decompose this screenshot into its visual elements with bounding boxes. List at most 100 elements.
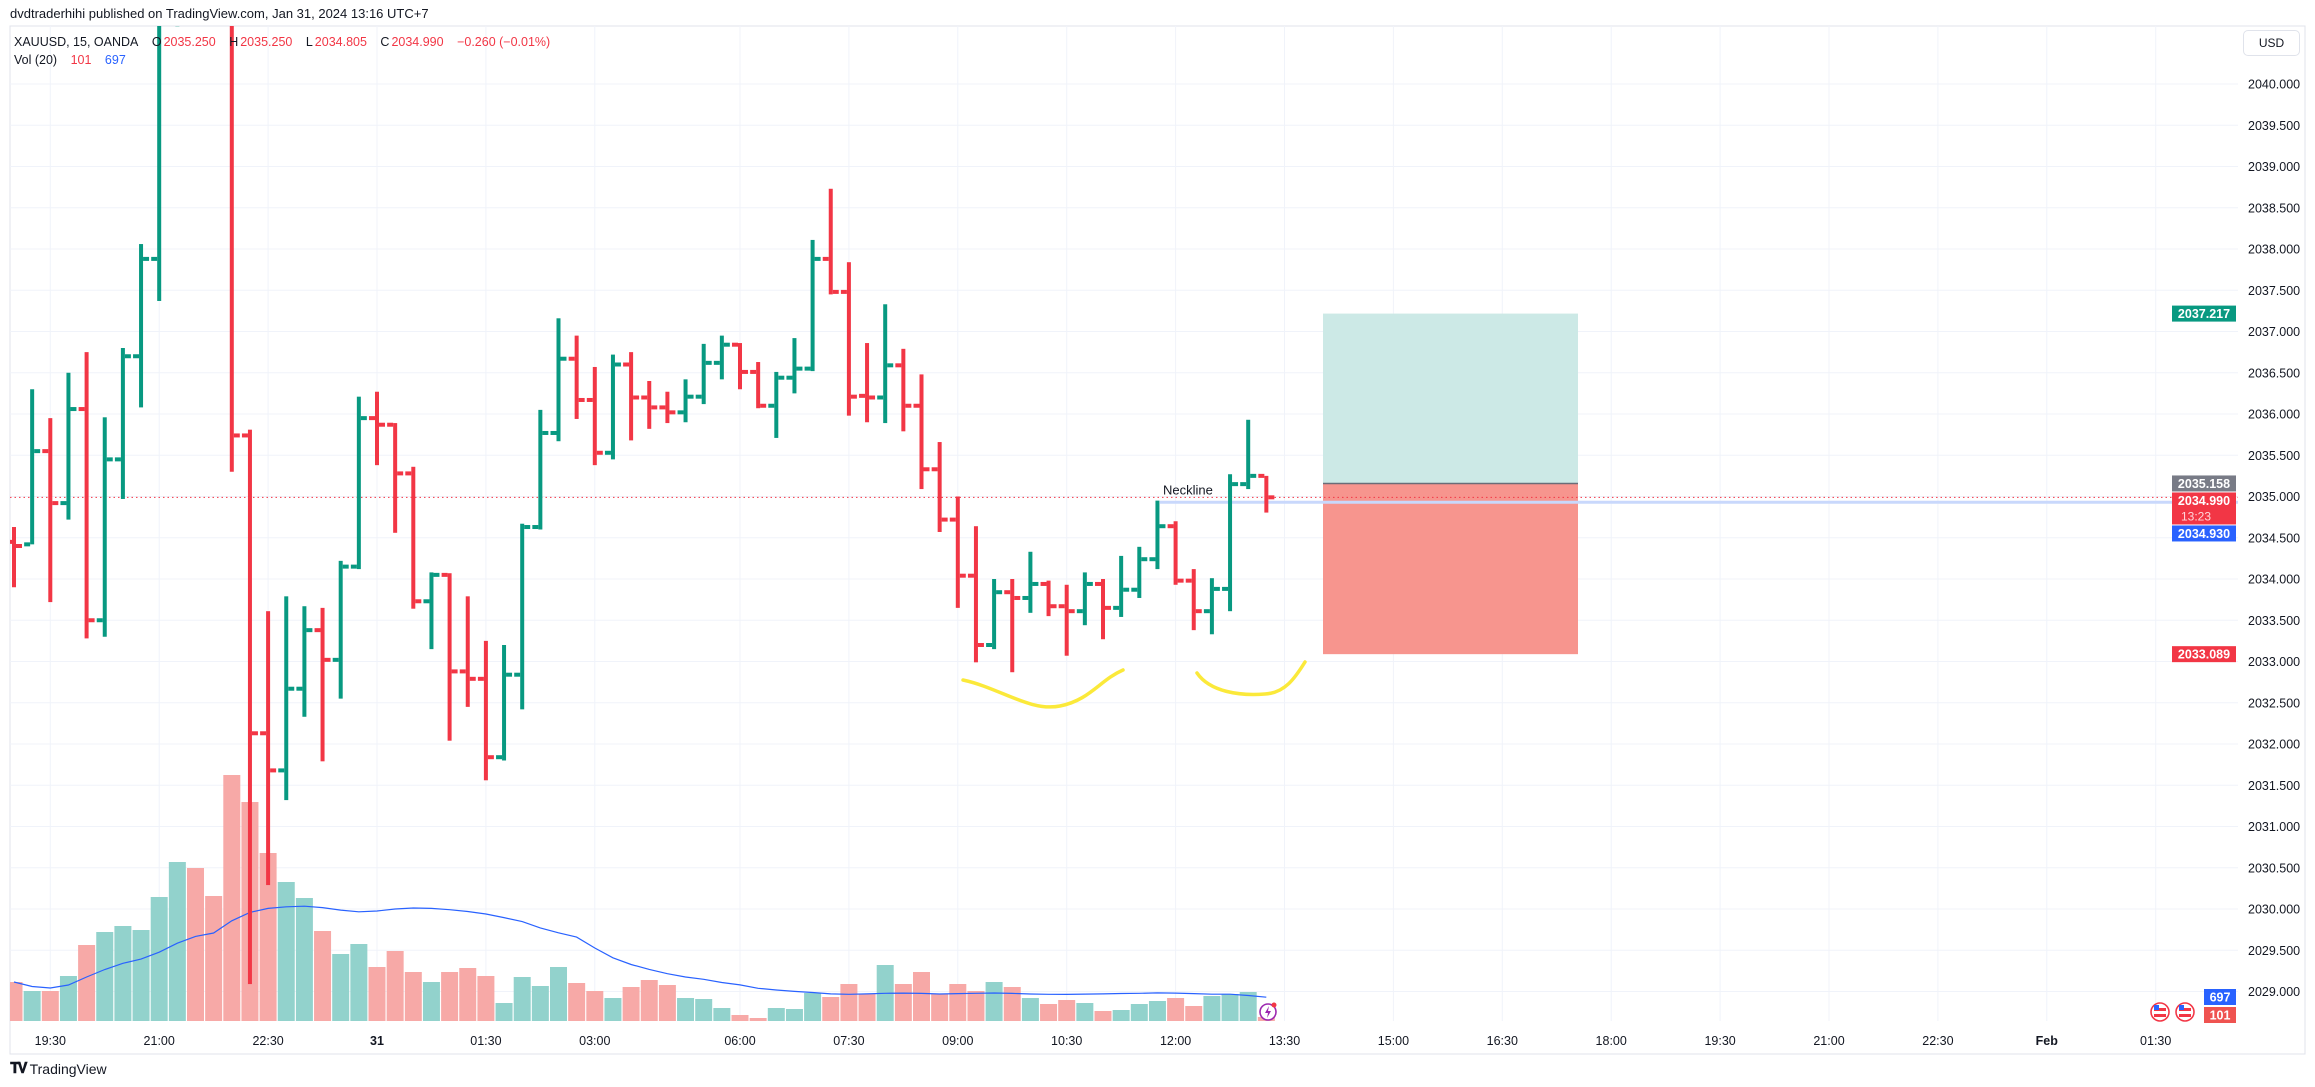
ohlc-bar[interactable]: [1240, 419, 1257, 490]
time-axis[interactable]: 19:30 21:00 22:30 31 01:30 03:00 06:00 07:30 09:…: [35, 1034, 2172, 1048]
ohlc-bar[interactable]: [1149, 500, 1166, 570]
ohlc-bar[interactable]: [350, 396, 367, 570]
ohlc-bar[interactable]: [1167, 521, 1184, 585]
ohlc-bar[interactable]: [859, 343, 876, 423]
ohlc-bar[interactable]: [206, 0, 222, 22]
ohlc-bar[interactable]: [641, 381, 658, 429]
ohlc-bar[interactable]: [459, 596, 476, 707]
tradingview-logo[interactable]: 𝐓𝐕 TradingView: [10, 1060, 107, 1077]
annotation-curve-left-shoulder[interactable]: [961, 668, 1125, 709]
ohlc-bar[interactable]: [169, 0, 185, 27]
ohlc-bar[interactable]: [877, 304, 894, 424]
ohlc-bar[interactable]: [423, 572, 440, 650]
ohlc-bar[interactable]: [496, 645, 513, 761]
ohlc-bar[interactable]: [1004, 579, 1021, 673]
neckline-label[interactable]: Neckline: [1163, 482, 1213, 497]
ohlc-bar[interactable]: [949, 496, 966, 608]
ohlc-bar[interactable]: [604, 354, 621, 460]
ohlc-bar[interactable]: [296, 606, 313, 717]
ohlc-bar[interactable]: [1203, 578, 1220, 635]
ohlc-bar[interactable]: [1095, 579, 1111, 640]
ohlc-bar[interactable]: [314, 607, 331, 762]
ohlc-bar[interactable]: [1040, 580, 1057, 617]
ohlc-bar[interactable]: [768, 371, 785, 438]
us-flag-event-icon[interactable]: [2175, 1002, 2195, 1022]
ohlc-bar[interactable]: [369, 391, 385, 466]
ohlc-bar[interactable]: [260, 611, 277, 886]
ohlc-bar[interactable]: [804, 239, 821, 372]
ohlc-bar[interactable]: [1076, 572, 1093, 626]
volume-bar: [150, 897, 168, 1021]
ohlc-bar[interactable]: [24, 389, 41, 547]
ohlc-bar[interactable]: [931, 442, 948, 532]
ohlc-bar[interactable]: [750, 362, 767, 409]
bar-open-tick: [260, 731, 267, 736]
bar-range: [1228, 474, 1233, 612]
bar-open-tick: [586, 397, 593, 402]
ohlc-bar[interactable]: [822, 188, 839, 295]
ohlc-bar[interactable]: [1258, 473, 1275, 513]
ohlc-bar[interactable]: [986, 579, 1003, 650]
ohlc-bar[interactable]: [278, 596, 295, 801]
us-flag-event-icon[interactable]: [2150, 1002, 2170, 1022]
position-stop-zone[interactable]: [1323, 483, 1578, 655]
ohlc-bar[interactable]: [568, 335, 585, 419]
ohlc-bar[interactable]: [586, 366, 603, 466]
ohlc-bar[interactable]: [659, 391, 676, 424]
volume-bar: [477, 976, 495, 1021]
ohlc-bar[interactable]: [114, 348, 131, 499]
plot-area[interactable]: Neckline: [6, 0, 2239, 1021]
ohlc-bar[interactable]: [1222, 474, 1239, 612]
symbol-label[interactable]: XAUUSD, 15, OANDA: [14, 35, 139, 49]
ohlc-bar[interactable]: [6, 527, 22, 588]
ohlc-bar[interactable]: [677, 379, 694, 423]
ohlc-bar[interactable]: [1185, 569, 1202, 631]
currency-button[interactable]: USD: [2243, 30, 2300, 56]
ohlc-bar[interactable]: [1058, 584, 1075, 656]
ohlc-bar[interactable]: [1022, 551, 1039, 613]
bar-range: [1191, 569, 1196, 631]
ohlc-bar[interactable]: [332, 560, 349, 699]
annotation-curve-right-shoulder[interactable]: [1195, 660, 1307, 697]
ohlc-bar[interactable]: [1131, 546, 1148, 598]
volume-indicator-label[interactable]: Vol (20): [14, 53, 58, 67]
ohlc-bar[interactable]: [42, 418, 59, 603]
ohlc-bar[interactable]: [241, 429, 258, 985]
volume-bar: [314, 931, 332, 1021]
ohlc-bar[interactable]: [477, 640, 494, 781]
position-target-zone[interactable]: [1323, 313, 1578, 484]
ohlc-bar[interactable]: [732, 342, 748, 390]
ohlc-bar[interactable]: [695, 343, 712, 405]
ohlc-bar[interactable]: [96, 417, 113, 637]
ohlc-bar[interactable]: [405, 466, 422, 609]
ohlc-bar[interactable]: [786, 338, 803, 394]
bar-range: [302, 606, 307, 717]
ohlc-bar[interactable]: [913, 374, 930, 490]
bar-close-tick: [1050, 604, 1057, 609]
ohlc-bar[interactable]: [387, 422, 404, 533]
ohlc-bar[interactable]: [133, 244, 150, 408]
ohlc-bar[interactable]: [713, 335, 730, 380]
bar-range: [955, 496, 960, 608]
ohlc-bar[interactable]: [532, 409, 549, 530]
ohlc-bar[interactable]: [895, 348, 912, 432]
ohlc-bar[interactable]: [78, 352, 95, 639]
ohlc-bar[interactable]: [224, 2, 240, 472]
volume-bar: [10, 982, 23, 1021]
ohlc-bar[interactable]: [1113, 555, 1130, 617]
ohlc-bar[interactable]: [840, 262, 857, 416]
ohlc-bar[interactable]: [60, 372, 77, 520]
volume-bar: [205, 896, 223, 1021]
ohlc-bar[interactable]: [441, 572, 458, 741]
ohlc-bar[interactable]: [623, 352, 640, 441]
price-axis[interactable]: 2040.000 2039.500 2039.000 2038.500 2038.000…: [2248, 78, 2300, 1000]
ohlc-bar[interactable]: [967, 526, 984, 663]
ohlc-bar[interactable]: [151, 2, 167, 301]
ohlc-bar[interactable]: [550, 318, 567, 442]
bar-close-tick: [251, 731, 258, 736]
ohlc-bar[interactable]: [514, 523, 531, 710]
bar-range: [212, 0, 216, 22]
lightning-event-icon[interactable]: [1259, 1002, 1277, 1021]
ohlc-bar[interactable]: [188, 0, 204, 10]
